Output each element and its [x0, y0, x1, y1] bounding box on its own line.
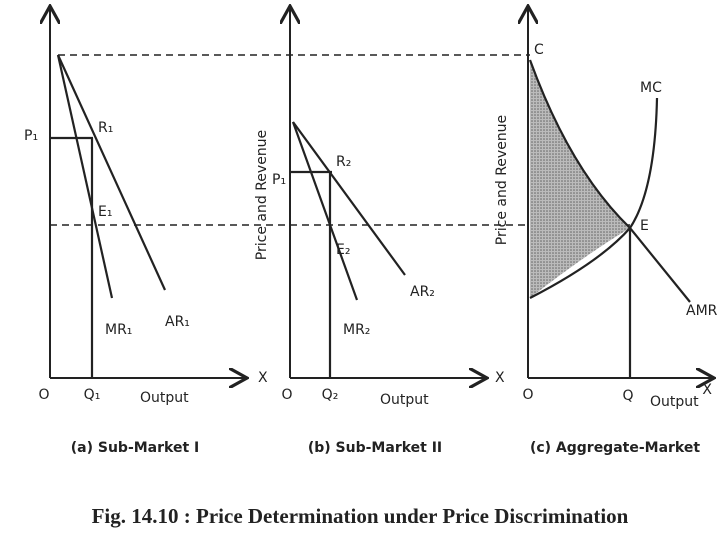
label: P₁	[272, 172, 286, 188]
panel-title: (a) Sub-Market I	[71, 440, 200, 456]
label: AR₂	[410, 284, 435, 300]
label: O	[522, 387, 533, 403]
label: AMR	[686, 303, 718, 319]
label: MR₂	[343, 322, 370, 338]
y-axis-title: Price and Revenue	[494, 115, 510, 245]
label: X	[495, 370, 505, 386]
panel-c: Price and Revenue C MC E AMR O Q Output …	[494, 8, 718, 456]
label: Q₂	[322, 387, 339, 403]
mr-curve	[291, 121, 359, 301]
label: X	[258, 370, 268, 386]
label: E₁	[98, 204, 112, 220]
label: X	[702, 382, 712, 398]
label: Output	[650, 394, 699, 410]
label: Q₁	[84, 387, 101, 403]
panel-title: (b) Sub-Market II	[308, 440, 442, 456]
label: P₁	[24, 128, 38, 144]
shaded-area	[530, 60, 630, 298]
panel-b: Price and Revenue P₁ R₂ E₂ MR₂ AR₂ O Q₂ …	[254, 8, 505, 456]
ar-curve	[56, 54, 167, 291]
label: Output	[140, 390, 189, 406]
label: AR₁	[165, 314, 190, 330]
label: O	[281, 387, 292, 403]
label: E₂	[336, 242, 350, 258]
label: MR₁	[105, 322, 132, 338]
label: Q	[622, 388, 633, 404]
label: O	[38, 387, 49, 403]
label: R₂	[336, 154, 351, 170]
caption: Fig. 14.10 : Price Determination under P…	[92, 504, 629, 528]
label: R₁	[98, 120, 113, 136]
label: C	[534, 42, 544, 58]
mr-curve	[56, 54, 114, 299]
y-axis-title: Price and Revenue	[254, 130, 270, 260]
amr-curve	[528, 59, 691, 303]
label: E	[640, 218, 649, 234]
panel-a: P₁ R₁ E₁ MR₁ AR₁ O Q₁ Output X (a) Sub-M…	[24, 8, 268, 456]
panel-title: (c) Aggregate-Market	[530, 440, 700, 456]
label: MC	[640, 80, 662, 96]
ar-curve	[292, 121, 406, 276]
label: Output	[380, 392, 429, 408]
